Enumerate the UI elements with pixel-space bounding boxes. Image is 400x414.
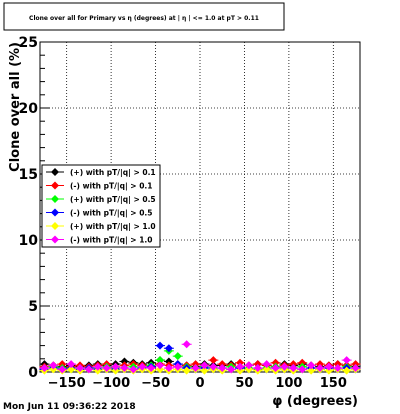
legend-label: (+) with pT/|q| > 0.5 xyxy=(70,195,156,205)
legend: (+) with pT/|q| > 0.1 (-) with pT/|q| > 0… xyxy=(41,164,161,248)
data-point xyxy=(120,364,129,373)
data-point xyxy=(182,366,191,375)
data-point xyxy=(58,365,67,374)
data-point xyxy=(49,361,58,370)
data-point xyxy=(351,364,360,373)
data-point xyxy=(227,365,236,374)
x-tick-label: −50 xyxy=(141,376,170,391)
legend-marker xyxy=(51,222,59,230)
x-tick-label: 0 xyxy=(195,376,204,391)
data-point xyxy=(316,364,324,373)
y-axis-label: Clone over all (%) xyxy=(8,42,23,172)
data-point xyxy=(209,356,218,365)
data-point xyxy=(93,362,102,371)
x-axis-label: φ (degrees) xyxy=(272,394,358,409)
data-point xyxy=(271,364,280,373)
data-point xyxy=(138,362,147,371)
title-box: Clone over all for Primary vs η (degrees… xyxy=(3,2,285,31)
y-tick-label: 25 xyxy=(19,35,38,51)
data-point xyxy=(191,364,200,373)
data-point xyxy=(200,366,209,375)
data-point xyxy=(102,364,111,373)
data-point xyxy=(164,364,173,373)
legend-marker xyxy=(51,195,59,203)
data-point xyxy=(129,365,138,374)
data-point xyxy=(67,360,76,369)
x-tick-label: −150 xyxy=(48,376,86,391)
data-point xyxy=(324,362,333,371)
data-point xyxy=(173,352,182,361)
timestamp: Mon Jun 11 09:36:22 2018 xyxy=(3,402,136,412)
legend-label: (+) with pT/|q| > 1.0 xyxy=(70,222,156,232)
x-tick-label: 50 xyxy=(235,376,253,391)
data-point xyxy=(289,364,298,373)
legend-label: (-) with pT/|q| > 0.5 xyxy=(70,209,152,219)
legend-marker xyxy=(51,181,59,190)
data-point xyxy=(156,361,164,370)
data-point xyxy=(218,364,227,373)
data-point xyxy=(333,364,342,373)
data-point xyxy=(253,364,262,373)
legend-marker xyxy=(51,235,59,244)
legend-label: (-) with pT/|q| > 1.0 xyxy=(70,236,152,246)
legend-label: (-) with pT/|q| > 0.1 xyxy=(70,182,152,192)
x-tick-label: 150 xyxy=(320,376,347,391)
data-point xyxy=(307,366,316,375)
y-tick-label: 10 xyxy=(19,233,39,249)
y-tick-label: 5 xyxy=(28,299,38,315)
data-point xyxy=(236,362,244,371)
data-point xyxy=(67,365,76,374)
data-point xyxy=(111,362,120,371)
data-marks xyxy=(39,340,361,375)
data-point xyxy=(200,361,209,370)
y-tick-label: 0 xyxy=(28,365,38,381)
data-point xyxy=(173,362,182,371)
y-tick-label: 15 xyxy=(19,167,38,183)
legend-label: (+) with pT/|q| > 0.1 xyxy=(70,168,156,178)
data-point xyxy=(40,364,49,373)
chart-title: Clone over all for Primary vs η (degrees… xyxy=(29,15,259,22)
data-point xyxy=(156,356,164,365)
data-point xyxy=(156,341,164,350)
data-point xyxy=(76,364,84,373)
data-point xyxy=(84,365,93,374)
data-point xyxy=(307,361,316,370)
data-point xyxy=(182,340,191,349)
data-point xyxy=(244,361,253,370)
legend-marker xyxy=(51,168,59,176)
data-point xyxy=(262,360,271,369)
y-tick-label: 20 xyxy=(19,101,39,117)
data-point xyxy=(342,356,351,365)
data-point xyxy=(342,366,351,375)
data-point xyxy=(147,364,156,373)
data-point xyxy=(262,365,271,374)
legend-box xyxy=(41,164,161,248)
x-tick-label: −100 xyxy=(92,376,130,391)
data-point xyxy=(298,365,307,374)
legend-marker xyxy=(51,208,59,217)
data-point xyxy=(280,362,289,371)
data-point xyxy=(164,344,173,353)
data-point xyxy=(209,362,218,371)
x-tick-label: 100 xyxy=(275,376,302,391)
